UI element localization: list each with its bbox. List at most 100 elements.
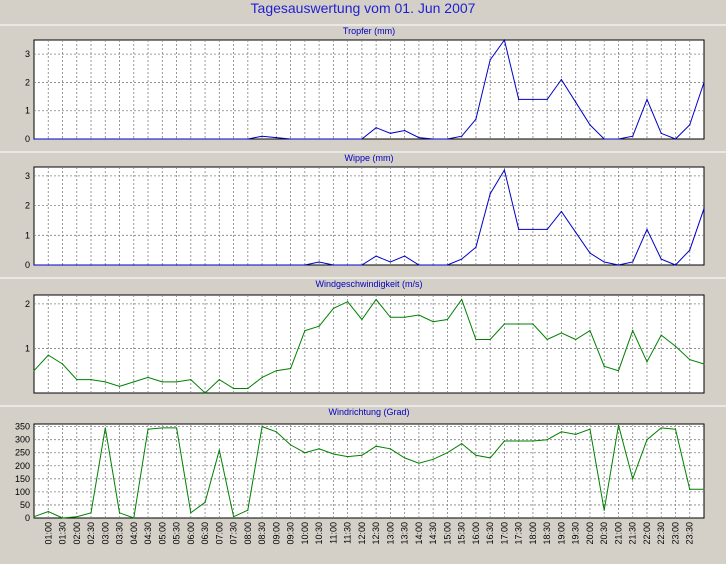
- data-point: [475, 338, 477, 341]
- data-point: [632, 261, 634, 263]
- plot-area: [33, 294, 705, 394]
- data-point: [518, 98, 520, 100]
- data-point: [47, 354, 49, 356]
- chart-panel-2: 0 1 2 3 Wippe (mm): [0, 151, 726, 270]
- data-point: [161, 381, 163, 383]
- data-point: [461, 442, 463, 445]
- series-line-1: [34, 38, 705, 140]
- x-tick-label: 10:00: [300, 522, 310, 545]
- data-point: [646, 439, 648, 441]
- data-point: [375, 445, 377, 447]
- data-point: [589, 124, 591, 126]
- data-point: [204, 392, 206, 394]
- data-point: [118, 512, 121, 514]
- data-point: [489, 338, 491, 341]
- data-point: [660, 132, 662, 134]
- data-point: [161, 138, 163, 140]
- x-tick-label: 04:30: [143, 522, 153, 545]
- data-point: [503, 169, 506, 171]
- data-point: [147, 138, 149, 140]
- x-tick-label: 14:00: [414, 522, 424, 545]
- x-tick-label: 12:30: [371, 522, 381, 545]
- data-point: [61, 264, 64, 266]
- data-point: [90, 138, 92, 140]
- data-point: [404, 255, 406, 257]
- y-tick-label: 2: [25, 299, 30, 309]
- data-point: [518, 440, 520, 442]
- data-point: [617, 370, 620, 372]
- data-point: [532, 323, 534, 325]
- data-point: [289, 264, 292, 266]
- data-point: [432, 264, 434, 266]
- y-tick-label: 0: [25, 513, 30, 523]
- data-point: [76, 264, 78, 266]
- x-tick-label: 15:30: [457, 522, 467, 545]
- data-point: [446, 264, 449, 266]
- data-point: [190, 264, 192, 266]
- x-tick-label: 16:30: [485, 522, 495, 545]
- data-point: [546, 439, 548, 441]
- x-tick-label: 19:30: [571, 522, 581, 545]
- data-point: [76, 516, 78, 518]
- data-point: [61, 517, 64, 519]
- data-point: [432, 138, 434, 140]
- data-point: [674, 428, 677, 430]
- data-point: [47, 510, 49, 513]
- data-point: [404, 316, 406, 318]
- x-tick-label: 09:00: [271, 522, 281, 545]
- data-point: [261, 426, 263, 428]
- data-point: [104, 427, 106, 429]
- data-point: [104, 264, 106, 266]
- data-point: [33, 138, 35, 140]
- y-tick-label: 0: [25, 260, 30, 270]
- data-point: [147, 428, 149, 430]
- x-tick-label: 11:30: [343, 522, 353, 544]
- data-point: [560, 332, 563, 334]
- data-point: [232, 387, 235, 390]
- data-point: [232, 138, 235, 140]
- data-point: [33, 516, 35, 518]
- data-point: [532, 98, 534, 100]
- data-point: [404, 457, 406, 459]
- data-point: [646, 228, 648, 230]
- data-point: [689, 358, 691, 361]
- data-point: [689, 488, 691, 490]
- data-point: [361, 138, 363, 140]
- series-line-1: [33, 425, 704, 519]
- data-point: [304, 264, 306, 266]
- data-point: [632, 135, 634, 137]
- plot-area: [33, 39, 705, 140]
- data-point: [218, 138, 220, 140]
- y-tick-label: 100: [15, 487, 30, 497]
- data-point: [703, 81, 705, 84]
- data-point: [175, 138, 178, 140]
- y-tick-label: 300: [15, 435, 30, 445]
- data-point: [190, 512, 192, 514]
- data-point: [461, 298, 463, 301]
- data-point: [61, 363, 64, 365]
- data-point: [133, 517, 135, 519]
- data-point: [261, 376, 263, 379]
- data-point: [546, 98, 548, 100]
- data-point: [475, 454, 477, 456]
- data-point: [47, 264, 49, 266]
- data-point: [332, 138, 334, 140]
- data-point: [318, 261, 320, 263]
- x-tick-label: 05:00: [157, 522, 167, 545]
- x-tick-label: 10:30: [314, 522, 324, 545]
- data-point: [218, 379, 220, 381]
- x-tick-label: 18:30: [542, 522, 552, 545]
- data-point: [446, 452, 449, 454]
- data-point: [289, 444, 292, 446]
- y-tick-label: 1: [25, 343, 30, 353]
- data-point: [33, 370, 35, 372]
- data-point: [304, 452, 306, 454]
- data-point: [347, 138, 349, 140]
- y-tick-label: 150: [15, 474, 30, 484]
- data-point: [318, 448, 320, 450]
- x-tick-label: 17:00: [499, 522, 509, 545]
- data-point: [518, 323, 520, 325]
- data-point: [104, 381, 106, 383]
